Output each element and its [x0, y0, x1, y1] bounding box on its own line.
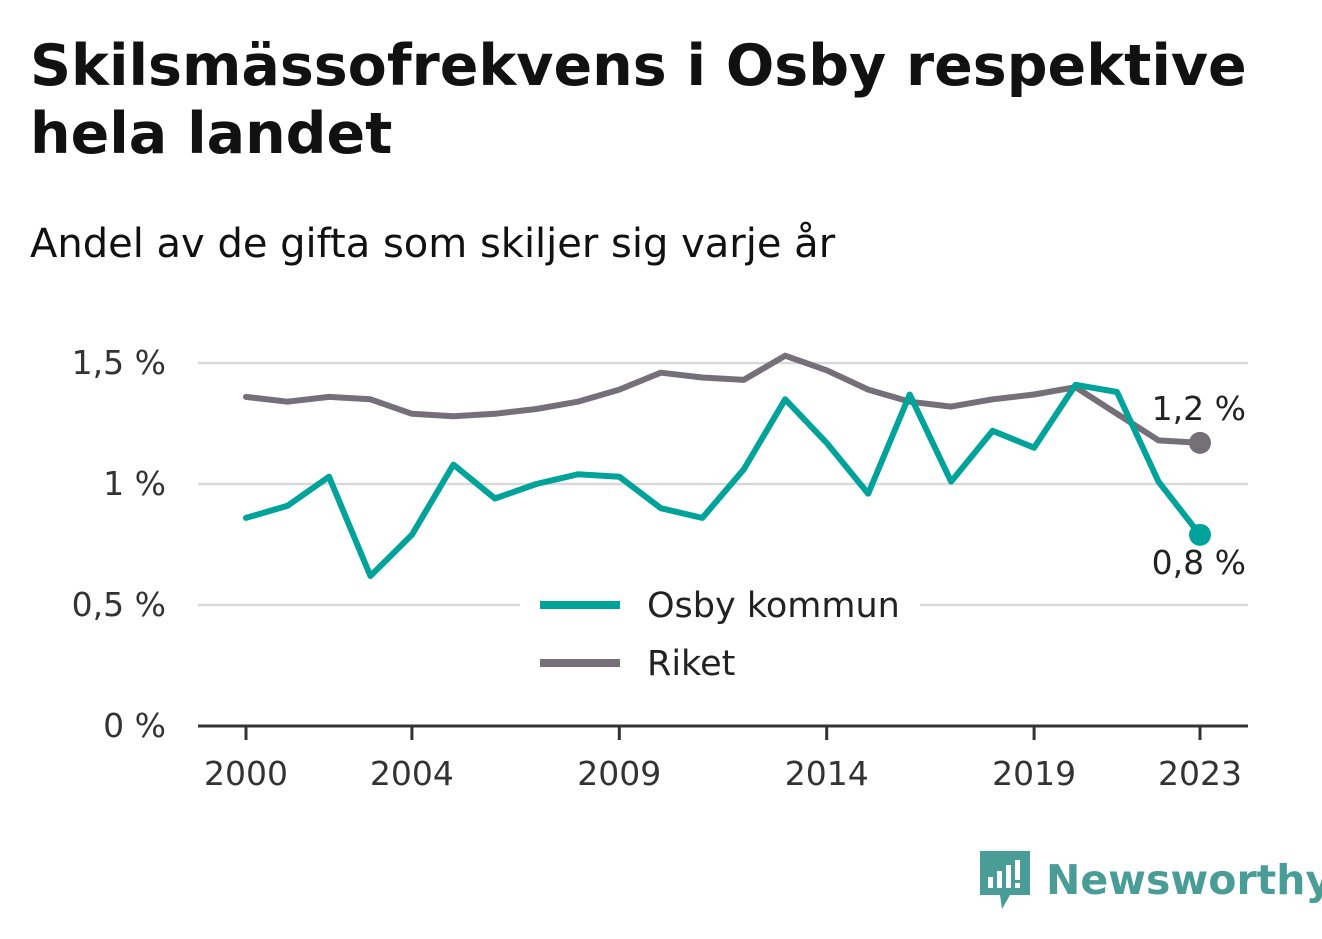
series-line-osby-kommun	[243, 381, 1203, 579]
x-tick-label: 2004	[370, 754, 454, 793]
end-point-osby-kommun	[1189, 523, 1211, 546]
x-tick-label: 2000	[204, 754, 288, 793]
end-label-riket: 1,2 %	[1152, 389, 1246, 428]
y-tick-label: 0,5 %	[72, 585, 166, 624]
brand-logo: Newsworthy	[980, 850, 1322, 910]
y-tick-label: 1,5 %	[72, 343, 166, 382]
y-axis: 0 % 0,5 % 1 % 1,5 %	[72, 343, 166, 745]
x-axis: 2000 2004 2009 2014 2019 2023	[198, 724, 1248, 793]
y-tick-label: 1 %	[103, 464, 166, 503]
end-label-osby-kommun: 0,8 %	[1152, 543, 1246, 582]
y-tick-label: 0 %	[103, 706, 166, 745]
legend: Osby kommun Riket	[520, 576, 920, 696]
legend-label-riket: Riket	[647, 644, 735, 684]
newsworthy-logo-icon	[980, 851, 1030, 909]
x-tick-label: 2014	[785, 754, 869, 793]
x-tick-label: 2019	[992, 754, 1076, 793]
series-lines	[243, 352, 1203, 579]
legend-label-osby-kommun: Osby kommun	[647, 586, 900, 626]
chart-title: Skilsmässofrekvens i Osby respektive hel…	[30, 33, 1247, 167]
x-tick-label: 2009	[577, 754, 661, 793]
legend-background	[520, 576, 920, 696]
x-tick-label: 2023	[1158, 754, 1242, 793]
end-point-riket	[1189, 431, 1211, 454]
end-points: 0,8 % 1,2 %	[1152, 389, 1246, 582]
chart-subtitle: Andel av de gifta som skiljer sig varje …	[30, 221, 836, 267]
series-line-riket	[243, 352, 1203, 446]
brand-name: Newsworthy	[1046, 856, 1322, 904]
